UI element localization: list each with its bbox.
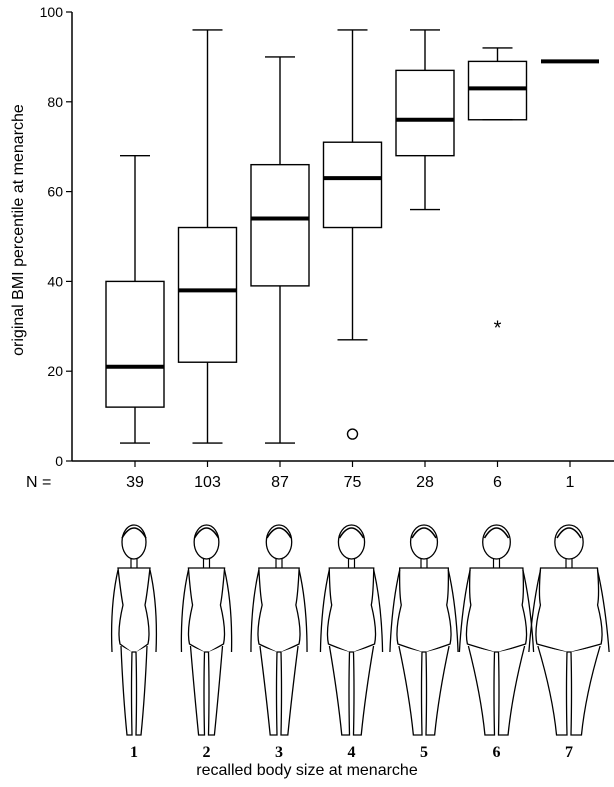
- figure-left-leg: [189, 645, 206, 736]
- figure-right-arm: [447, 569, 459, 653]
- figure-hair: [411, 527, 437, 539]
- figure-number: 1: [130, 744, 138, 761]
- figure-left-arm: [180, 569, 190, 653]
- box-group-2: [177, 29, 238, 444]
- figure-head: [193, 524, 220, 560]
- figure-right-leg: [570, 645, 601, 736]
- figure-left-leg: [398, 645, 423, 736]
- figure-left-arm: [389, 569, 401, 653]
- n-value: 28: [416, 474, 434, 491]
- iqr-box: [250, 163, 310, 287]
- axes: [71, 12, 614, 462]
- iqr-box: [177, 226, 238, 363]
- box-group-5: [395, 29, 455, 211]
- figure-right-arm: [373, 569, 384, 653]
- body-figure-1: 1: [110, 524, 158, 761]
- y-tick-label: 60: [47, 184, 63, 200]
- figure-left-leg: [467, 645, 496, 736]
- n-value: 6: [493, 474, 502, 491]
- figure-right-arm: [298, 569, 308, 653]
- outlier-star: *: [494, 317, 502, 339]
- figure-right-leg: [280, 645, 299, 736]
- figure-head: [554, 524, 584, 560]
- figure-head: [337, 524, 366, 560]
- figure-left-leg: [259, 645, 278, 736]
- figure-torso: [257, 567, 301, 653]
- figure-left-arm: [458, 569, 471, 653]
- figure-right-leg: [207, 645, 224, 736]
- boxes: *: [105, 29, 599, 444]
- body-figure-6: 6: [458, 524, 535, 761]
- figure-head: [482, 524, 511, 560]
- n-value: 1: [566, 474, 575, 491]
- n-value: 87: [271, 474, 289, 491]
- box-group-6: [467, 47, 528, 121]
- figure-hair: [483, 527, 510, 539]
- figure-number: 7: [565, 744, 573, 761]
- body-figure-4: 4: [319, 524, 384, 761]
- x-axis-label: recalled body size at menarche: [196, 762, 418, 779]
- figure-head: [265, 524, 293, 560]
- iqr-box: [467, 60, 528, 121]
- body-figure-5: 5: [389, 524, 459, 761]
- n-value: 75: [344, 474, 362, 491]
- figure-head: [121, 524, 147, 560]
- iqr-box: [105, 280, 165, 408]
- figure-right-arm: [223, 569, 233, 653]
- figure-left-leg: [537, 645, 568, 736]
- figure-left-arm: [250, 569, 260, 653]
- y-axis-label: original BMI percentile at menarche: [10, 104, 27, 356]
- figure-left-arm: [110, 569, 119, 653]
- box-group-1: [105, 154, 165, 444]
- figure-right-leg: [352, 645, 375, 736]
- figure-right-leg: [135, 645, 148, 736]
- figure-hair: [193, 527, 220, 539]
- figure-hair: [266, 527, 292, 539]
- figure-right-arm: [596, 569, 610, 653]
- figure-left-leg: [328, 645, 351, 736]
- figure-torso: [535, 567, 603, 653]
- y-ticks: 0 20 40 60 80 100: [40, 4, 72, 469]
- y-tick-label: 100: [40, 4, 64, 20]
- figure-torso: [396, 567, 452, 653]
- n-label: N =: [26, 474, 51, 491]
- y-tick-label: 80: [47, 94, 63, 110]
- figure-right-arm: [149, 569, 158, 653]
- figure-number: 6: [493, 744, 501, 761]
- figure-number: 5: [420, 744, 428, 761]
- figure-right-arm: [522, 569, 535, 653]
- figure-torso: [117, 567, 151, 653]
- body-figure-7: 7: [528, 524, 610, 761]
- figure-number: 3: [275, 744, 283, 761]
- iqr-box: [322, 141, 383, 229]
- figure-right-leg: [425, 645, 450, 736]
- body-size-figures: 1 2 3 4 5 6 7: [110, 524, 610, 761]
- figure-left-leg: [120, 645, 133, 736]
- body-figure-3: 3: [250, 524, 308, 761]
- iqr-box: [395, 69, 455, 157]
- body-figure-2: 2: [180, 524, 233, 761]
- y-tick-label: 20: [47, 363, 63, 379]
- figure-torso: [465, 567, 528, 653]
- n-value: 39: [126, 474, 144, 491]
- figure-hair: [556, 527, 582, 539]
- figure-torso: [326, 567, 377, 653]
- n-row: N = 39 103 87 75 28 6 1: [26, 461, 575, 491]
- figure-number: 2: [203, 744, 211, 761]
- box-group-3: [250, 56, 310, 444]
- n-value: 103: [194, 474, 221, 491]
- figure-hair: [121, 527, 147, 539]
- outlier-circle: [346, 428, 359, 440]
- y-tick-label: 40: [47, 273, 63, 289]
- figure-left-arm: [528, 569, 542, 653]
- figure-right-leg: [497, 645, 526, 736]
- figure-head: [409, 524, 439, 560]
- figure-number: 4: [348, 744, 356, 761]
- box-group-4: [322, 29, 383, 341]
- figure-left-arm: [319, 569, 330, 653]
- figure-torso: [187, 567, 226, 653]
- y-tick-label: 0: [55, 453, 63, 469]
- figure-hair: [338, 527, 365, 539]
